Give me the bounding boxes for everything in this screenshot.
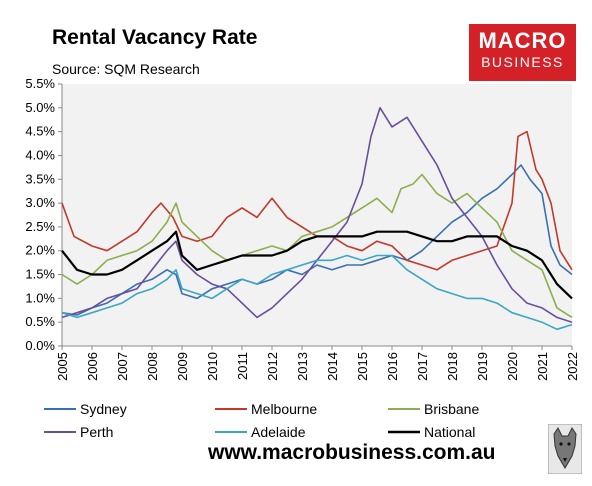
series-line-national	[61, 230, 573, 300]
x-tick-label: 2014	[325, 352, 340, 381]
x-tick-label: 2017	[415, 352, 430, 381]
y-tick-label: 1.5%	[25, 267, 55, 282]
legend-label-adelaide: Adelaide	[251, 424, 306, 440]
legend-label-brisbane: Brisbane	[424, 401, 479, 417]
series-line-brisbane	[61, 173, 573, 319]
y-tick-label: 2.5%	[25, 219, 55, 234]
x-tick-label: 2013	[295, 352, 310, 381]
y-tick-label: 4.0%	[25, 147, 55, 162]
legend-label-national: National	[424, 424, 475, 440]
series-lines	[61, 107, 573, 331]
x-axis-ticks: 2005 2006 2007 2008 2009 2010 2011 2012 2013 2014…	[55, 346, 580, 381]
x-tick-label: 2007	[115, 352, 130, 381]
macro-business-logo: MACRO BUSINESS	[469, 24, 576, 81]
legend-label-perth: Perth	[80, 424, 113, 440]
x-tick-label: 2015	[355, 352, 370, 381]
y-tick-label: 0.0%	[25, 338, 55, 353]
x-tick-label: 2019	[475, 352, 490, 381]
x-tick-label: 2010	[205, 352, 220, 381]
y-tick-label: 0.5%	[25, 314, 55, 329]
legend: Sydney Melbourne Brisbane Perth Adelaide Nati…	[44, 401, 479, 440]
legend-label-melbourne: Melbourne	[251, 401, 317, 417]
x-tick-label: 2011	[235, 352, 250, 380]
y-tick-label: 3.0%	[25, 195, 55, 210]
wolf-logo-icon	[548, 424, 582, 474]
y-tick-label: 4.5%	[25, 124, 55, 139]
x-tick-label: 2012	[265, 352, 280, 381]
y-tick-label: 5.0%	[25, 100, 55, 115]
x-tick-label: 2009	[175, 352, 190, 381]
x-tick-label: 2018	[445, 352, 460, 381]
y-tick-label: 2.0%	[25, 243, 55, 258]
y-tick-label: 3.5%	[25, 171, 55, 186]
x-tick-label: 2016	[385, 352, 400, 381]
x-tick-label: 2008	[145, 352, 160, 381]
chart-title: Rental Vacancy Rate	[52, 26, 258, 49]
y-tick-label: 1.0%	[25, 290, 55, 305]
website-url: www.macrobusiness.com.au	[208, 441, 496, 464]
chart-subtitle: Source: SQM Research	[52, 61, 200, 77]
plot-area	[62, 84, 572, 346]
x-tick-label: 2006	[85, 352, 100, 381]
legend-label-sydney: Sydney	[80, 401, 127, 417]
x-tick-label: 2020	[505, 352, 520, 381]
series-line-sydney	[61, 164, 573, 316]
x-tick-label: 2021	[535, 352, 550, 381]
y-axis-ticks: 0.0% 0.5% 1.0% 1.5% 2.0% 2.5% 3.0% 3.5% 4.0% 4.5%…	[25, 76, 62, 353]
series-line-adelaide	[61, 254, 573, 331]
logo-line2: BUSINESS	[481, 54, 564, 70]
x-tick-label: 2005	[55, 352, 70, 381]
x-tick-label: 2022	[565, 352, 580, 381]
logo-line1: MACRO	[478, 28, 567, 53]
y-tick-label: 5.5%	[25, 76, 55, 91]
